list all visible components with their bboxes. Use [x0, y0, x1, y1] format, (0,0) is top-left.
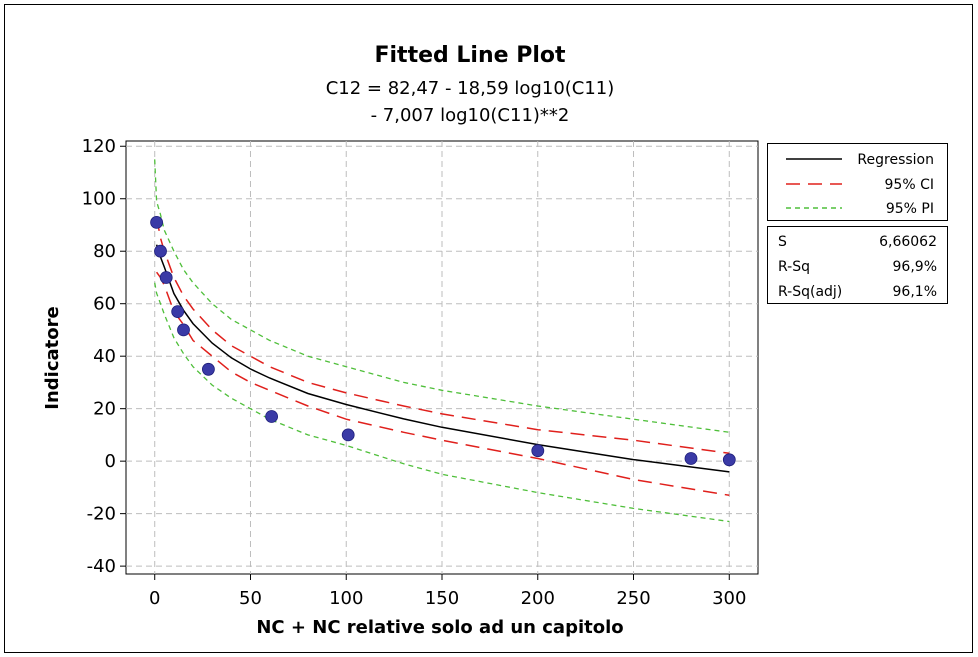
data-point [177, 323, 190, 337]
ci-upper-line [155, 216, 730, 455]
y-tick-label: 0 [105, 451, 116, 472]
x-tick-label: 50 [239, 588, 262, 609]
y-tick-label: 120 [82, 136, 116, 157]
y-tick-label: 20 [93, 399, 116, 420]
data-point [154, 244, 167, 258]
stats-box: S 6,66062 R-Sq 96,9% R-Sq(adj) 96,1% [767, 226, 948, 304]
y-tick-label: 60 [93, 294, 116, 315]
stat-rsq-adj-value: 96,1% [893, 284, 937, 300]
data-point [201, 362, 215, 376]
legend-ci-label: 95% CI [885, 177, 934, 193]
regression-line [155, 244, 730, 473]
data-point [722, 453, 736, 467]
stat-rsq-value: 96,9% [893, 259, 937, 275]
y-tick-label: 40 [93, 346, 116, 367]
pi-upper-line [154, 159, 730, 433]
data-points [150, 215, 736, 467]
fitted-curves [154, 159, 730, 523]
legend: Regression 95% CI 95% PI [767, 143, 948, 221]
chart-title: Fitted Line Plot [374, 43, 566, 68]
y-tick-label: 80 [93, 241, 116, 262]
equation-line-1: C12 = 82,47 - 18,59 log10(C11) [326, 78, 615, 99]
data-point [341, 428, 355, 442]
x-tick-label: 250 [616, 588, 650, 609]
x-tick-label: 200 [521, 588, 555, 609]
y-tick-label: -20 [87, 504, 116, 525]
y-tick-label: -40 [87, 556, 116, 577]
stat-rsq-adj-label: R-Sq(adj) [778, 284, 842, 300]
data-point [159, 271, 173, 284]
y-tick-label: 100 [82, 189, 116, 210]
ci-lower-line [155, 271, 730, 497]
axis-ticks: 0 50 100 150 200 250 300 -40 -20 0 20 40 60 80 100 120 [82, 136, 747, 609]
legend-regression-label: Regression [857, 152, 934, 168]
data-point [684, 452, 698, 465]
plot-area: 0 50 100 150 200 250 300 -40 -20 0 20 40 60 80 100 120 [82, 136, 759, 609]
stat-s-label: S [778, 234, 787, 250]
x-tick-label: 300 [712, 588, 746, 609]
data-point [150, 215, 164, 229]
data-point [531, 444, 545, 458]
y-axis-label: Indicatore [42, 306, 63, 409]
grid-lines [126, 141, 758, 574]
x-axis-label: NC + NC relative solo ad un capitolo [256, 617, 623, 638]
x-tick-label: 150 [425, 588, 459, 609]
x-tick-label: 100 [329, 588, 363, 609]
stat-s-value: 6,66062 [879, 234, 937, 250]
stat-rsq-label: R-Sq [778, 259, 810, 275]
stats-box-frame [767, 226, 948, 304]
pi-lower-line [154, 282, 730, 523]
legend-pi-label: 95% PI [886, 201, 934, 217]
equation-line-2: - 7,007 log10(C11)**2 [371, 105, 570, 126]
data-point [265, 410, 279, 423]
x-tick-label: 0 [149, 588, 160, 609]
data-point [171, 305, 185, 319]
